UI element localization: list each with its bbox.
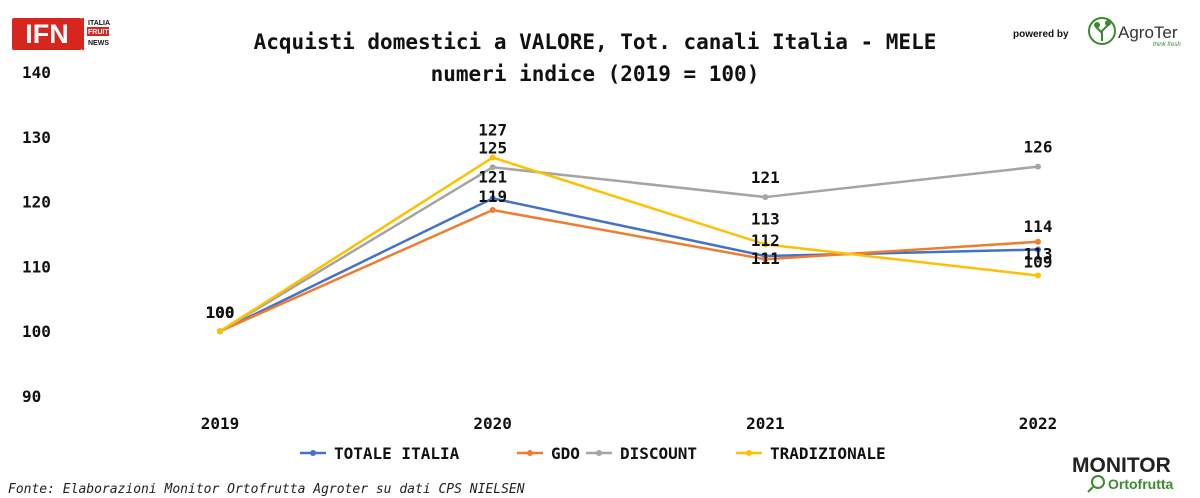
data-label-gdo: 100 <box>206 303 235 322</box>
powered-by-text: powered by <box>1013 29 1069 40</box>
legend-label-tradizionale: TRADIZIONALE <box>770 444 886 463</box>
y-tick-label: 120 <box>22 193 51 212</box>
legend-marker-tradizionale <box>746 450 752 456</box>
y-tick-label: 100 <box>22 322 51 341</box>
data-label-gdo: 114 <box>1024 217 1053 236</box>
series-line-totale <box>219 197 1039 333</box>
series-line-gdo <box>219 208 1039 333</box>
chart-title: Acquisti domestici a VALORE, Tot. canali… <box>254 30 937 54</box>
data-point-tradizionale <box>217 328 223 335</box>
data-point-totale <box>1035 246 1041 253</box>
data-label-totale: 111 <box>751 249 780 268</box>
y-tick-label: 140 <box>22 63 51 82</box>
y-axis-ticks: 90 100 110 120 130 140 <box>22 63 51 406</box>
data-point-tradizionale <box>762 241 769 248</box>
legend-label-gdo: GDO <box>551 444 580 463</box>
x-axis-ticks: 2019 2020 2021 2022 <box>201 414 1058 433</box>
data-label-totale: 121 <box>478 167 507 186</box>
agroter-logo: AgroTer think fresh <box>1088 17 1181 48</box>
data-label-totale: 100 <box>206 303 235 322</box>
monitor-ortofrutta-logo: MONITOR Ortofrutta <box>1072 454 1174 493</box>
data-label-tradizionale: 100 <box>206 303 235 322</box>
magnifier-icon <box>1091 475 1105 489</box>
data-label-discount: 121 <box>751 168 780 187</box>
y-tick-label: 90 <box>22 387 41 406</box>
ifn-logo-line1: ITALIA <box>88 20 110 27</box>
source-note: Fonte: Elaborazioni Monitor Ortofrutta A… <box>8 482 525 497</box>
data-point-tradizionale <box>1035 272 1041 279</box>
data-point-discount <box>762 194 769 201</box>
plot-area <box>217 154 1041 335</box>
data-label-tradizionale: 127 <box>478 121 507 140</box>
data-label-totale: 112 <box>751 231 780 250</box>
data-label-tradizionale: 113 <box>751 209 780 228</box>
legend-marker-gdo <box>527 450 533 456</box>
legend-marker-discount <box>596 450 602 456</box>
data-point-totale <box>489 195 496 202</box>
series-line-tradizionale <box>219 156 1039 333</box>
data-label-discount: 125 <box>478 138 507 157</box>
ifn-logo-text: IFN <box>25 19 69 49</box>
ortofrutta-logo-text: Ortofrutta <box>1108 476 1174 492</box>
chart-subtitle: numeri indice (2019 = 100) <box>431 62 760 86</box>
legend-label-discount: DISCOUNT <box>620 444 697 463</box>
data-point-discount <box>489 164 496 171</box>
y-tick-label: 130 <box>22 128 51 147</box>
ifn-logo: IFN ITALIA FRUIT NEWS <box>12 18 110 50</box>
agroter-tagline: think fresh <box>1153 42 1181 48</box>
data-point-gdo <box>1035 238 1041 245</box>
x-tick-label: 2020 <box>473 414 512 433</box>
data-label-gdo: 119 <box>478 187 507 206</box>
data-label-discount: 126 <box>1024 138 1053 157</box>
data-label-tradizionale: 109 <box>1024 252 1053 271</box>
agroter-logo-text: AgroTer <box>1118 23 1178 42</box>
legend: TOTALE ITALIA GDO DISCOUNT TRADIZIONALE <box>300 444 886 463</box>
ifn-logo-line2: FRUIT <box>88 29 109 36</box>
data-point-tradizionale <box>489 154 496 161</box>
legend-label-totale: TOTALE ITALIA <box>334 444 460 463</box>
data-point-gdo <box>762 256 769 263</box>
x-tick-label: 2021 <box>746 414 785 433</box>
data-point-discount <box>1035 163 1041 170</box>
monitor-logo-text: MONITOR <box>1072 454 1171 477</box>
x-tick-label: 2019 <box>201 414 240 433</box>
y-tick-label: 110 <box>22 257 51 276</box>
series-line-discount <box>219 165 1039 333</box>
ifn-logo-line3: NEWS <box>88 40 109 47</box>
data-label-totale: 113 <box>1024 245 1053 264</box>
data-point-gdo <box>489 207 496 214</box>
legend-marker-totale <box>310 450 316 456</box>
data-label-discount: 100 <box>206 303 235 322</box>
x-tick-label: 2022 <box>1019 414 1058 433</box>
